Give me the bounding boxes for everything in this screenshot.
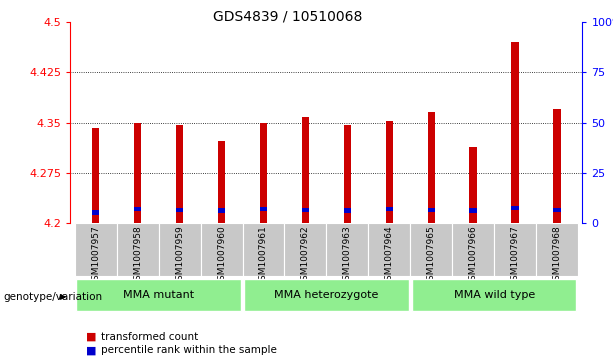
Bar	[176, 208, 183, 212]
Bar	[176, 125, 183, 223]
Text: GSM1007960: GSM1007960	[217, 225, 226, 286]
Text: GSM1007965: GSM1007965	[427, 225, 436, 286]
Bar	[470, 147, 477, 223]
Bar	[344, 125, 351, 223]
Bar	[427, 208, 435, 212]
Bar	[410, 223, 452, 276]
Text: genotype/variation: genotype/variation	[3, 292, 102, 302]
Bar	[554, 109, 561, 223]
Bar	[494, 223, 536, 276]
Bar	[159, 223, 200, 276]
Text: GSM1007967: GSM1007967	[511, 225, 520, 286]
Bar	[344, 208, 351, 212]
Text: GSM1007968: GSM1007968	[553, 225, 562, 286]
Text: percentile rank within the sample: percentile rank within the sample	[101, 345, 277, 355]
Text: ■: ■	[86, 345, 96, 355]
Text: ■: ■	[86, 332, 96, 342]
Bar	[134, 122, 142, 223]
Bar	[536, 223, 578, 276]
Bar	[427, 113, 435, 223]
Text: MMA heterozygote: MMA heterozygote	[274, 290, 379, 300]
Text: GSM1007959: GSM1007959	[175, 225, 184, 286]
Bar	[452, 223, 494, 276]
Bar	[260, 207, 267, 211]
Bar	[470, 208, 477, 212]
Text: GSM1007966: GSM1007966	[469, 225, 478, 286]
Bar	[260, 122, 267, 223]
Bar	[302, 117, 309, 223]
Bar	[511, 42, 519, 223]
Bar	[116, 223, 159, 276]
Text: GSM1007958: GSM1007958	[133, 225, 142, 286]
Bar	[386, 207, 393, 211]
Text: GSM1007962: GSM1007962	[301, 225, 310, 286]
Text: GSM1007964: GSM1007964	[385, 225, 394, 286]
Bar	[327, 223, 368, 276]
Bar	[218, 208, 226, 212]
Text: MMA mutant: MMA mutant	[123, 290, 194, 300]
Bar	[200, 223, 243, 276]
Bar	[92, 211, 99, 215]
Text: GDS4839 / 10510068: GDS4839 / 10510068	[213, 9, 363, 23]
Bar	[368, 223, 410, 276]
Bar	[77, 279, 241, 311]
Bar	[412, 279, 576, 311]
Bar	[92, 128, 99, 223]
Bar	[386, 121, 393, 223]
Bar	[554, 208, 561, 212]
Bar	[244, 279, 409, 311]
Bar	[218, 140, 226, 223]
Bar	[284, 223, 327, 276]
Bar	[134, 207, 142, 211]
Text: MMA wild type: MMA wild type	[454, 290, 535, 300]
Text: GSM1007957: GSM1007957	[91, 225, 100, 286]
Bar	[243, 223, 284, 276]
Bar	[511, 206, 519, 210]
Text: transformed count: transformed count	[101, 332, 199, 342]
Text: GSM1007961: GSM1007961	[259, 225, 268, 286]
Bar	[302, 208, 309, 212]
Bar	[75, 223, 116, 276]
Text: GSM1007963: GSM1007963	[343, 225, 352, 286]
